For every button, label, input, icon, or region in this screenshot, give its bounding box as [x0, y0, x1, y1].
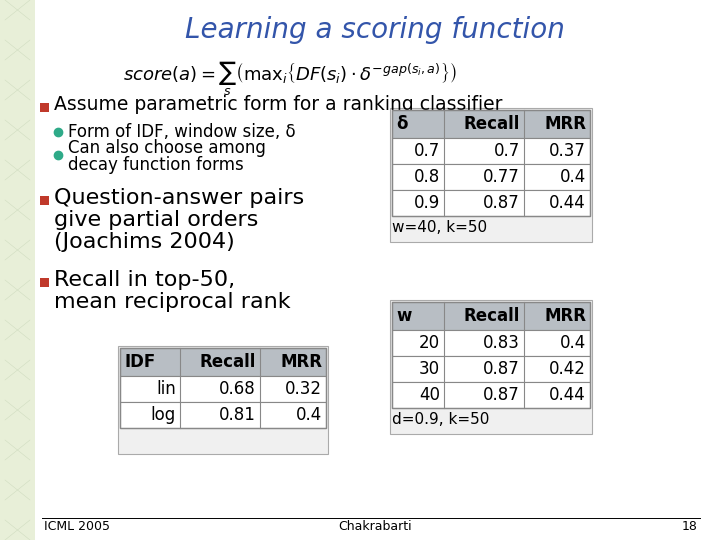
Bar — [120, 402, 326, 428]
Text: 0.44: 0.44 — [549, 386, 586, 404]
Text: Can also choose among: Can also choose among — [68, 139, 266, 157]
Text: log: log — [150, 406, 176, 424]
Bar — [120, 348, 326, 428]
Text: 0.4: 0.4 — [559, 168, 586, 186]
Text: Recall in top-50,: Recall in top-50, — [54, 270, 235, 290]
Text: Assume parametric form for a ranking classifier: Assume parametric form for a ranking cla… — [54, 96, 503, 114]
Text: give partial orders: give partial orders — [54, 210, 258, 230]
Bar — [120, 376, 326, 402]
Text: Recall: Recall — [199, 353, 256, 371]
Bar — [392, 110, 590, 138]
Text: 18: 18 — [682, 519, 698, 532]
Text: Recall: Recall — [464, 307, 520, 325]
Text: 30: 30 — [419, 360, 440, 378]
Text: 0.7: 0.7 — [494, 142, 520, 160]
Text: w=40, k=50: w=40, k=50 — [392, 220, 487, 235]
Bar — [40, 278, 49, 287]
Text: w: w — [396, 307, 411, 325]
Text: Learning a scoring function: Learning a scoring function — [185, 16, 565, 44]
Text: 0.87: 0.87 — [483, 194, 520, 212]
Text: 0.4: 0.4 — [296, 406, 322, 424]
Text: $score(a) = \sum_s \left( \mathrm{max}_i \left\{ DF(s_i) \cdot \delta^{-gap(s_i,: $score(a) = \sum_s \left( \mathrm{max}_i… — [123, 60, 456, 98]
Text: Question-answer pairs: Question-answer pairs — [54, 188, 305, 208]
Text: 0.7: 0.7 — [414, 142, 440, 160]
Text: 0.9: 0.9 — [414, 194, 440, 212]
Text: 0.44: 0.44 — [549, 194, 586, 212]
Text: d=0.9, k=50: d=0.9, k=50 — [392, 412, 490, 427]
Text: (Joachims 2004): (Joachims 2004) — [54, 232, 235, 252]
Bar — [392, 302, 590, 330]
Text: MRR: MRR — [280, 353, 322, 371]
Text: 0.37: 0.37 — [549, 142, 586, 160]
Bar — [120, 348, 326, 376]
Bar — [392, 330, 590, 356]
Text: mean reciprocal rank: mean reciprocal rank — [54, 292, 291, 312]
Bar — [392, 382, 590, 408]
Text: 0.83: 0.83 — [483, 334, 520, 352]
Text: MRR: MRR — [544, 115, 586, 133]
Text: 0.87: 0.87 — [483, 386, 520, 404]
Text: 0.77: 0.77 — [483, 168, 520, 186]
Text: MRR: MRR — [544, 307, 586, 325]
Text: 20: 20 — [419, 334, 440, 352]
Text: decay function forms: decay function forms — [68, 156, 244, 174]
Bar — [40, 196, 49, 205]
Text: 0.42: 0.42 — [549, 360, 586, 378]
Bar — [392, 190, 590, 216]
Bar — [392, 356, 590, 382]
Bar — [392, 110, 590, 216]
Text: lin: lin — [156, 380, 176, 398]
Bar — [392, 302, 590, 408]
Text: 0.8: 0.8 — [414, 168, 440, 186]
Bar — [392, 138, 590, 164]
Text: Recall: Recall — [464, 115, 520, 133]
Text: IDF: IDF — [124, 353, 156, 371]
Bar — [118, 346, 328, 454]
Text: 40: 40 — [419, 386, 440, 404]
Bar — [390, 108, 592, 242]
Text: Chakrabarti: Chakrabarti — [338, 519, 412, 532]
Bar — [392, 164, 590, 190]
Text: 0.68: 0.68 — [220, 380, 256, 398]
Text: 0.87: 0.87 — [483, 360, 520, 378]
Bar — [0, 0, 35, 540]
Text: δ: δ — [396, 115, 408, 133]
Text: Form of IDF, window size, δ: Form of IDF, window size, δ — [68, 123, 296, 141]
Bar — [40, 103, 49, 112]
Text: 0.81: 0.81 — [219, 406, 256, 424]
Text: 0.32: 0.32 — [285, 380, 322, 398]
Text: 0.4: 0.4 — [559, 334, 586, 352]
Text: ICML 2005: ICML 2005 — [44, 519, 110, 532]
Bar — [390, 300, 592, 434]
